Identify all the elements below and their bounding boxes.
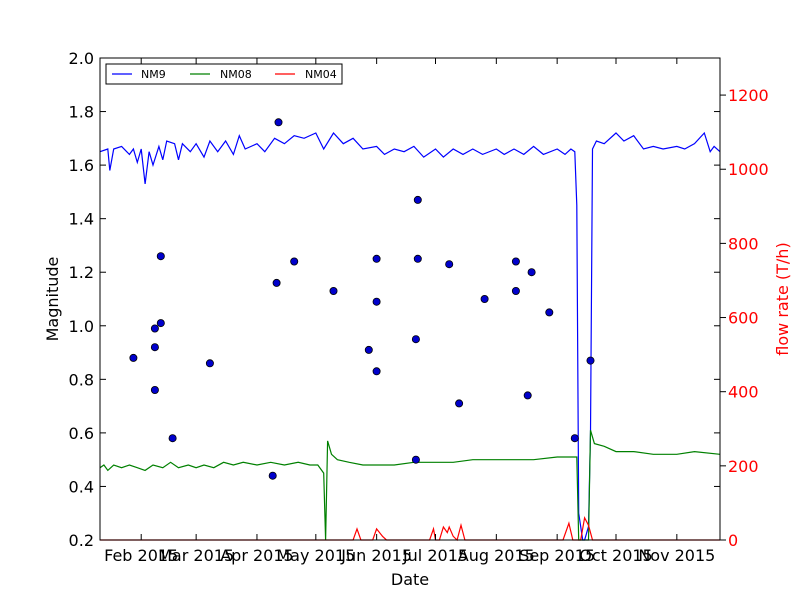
ticks-layer: 0.2 0.4 0.6 0.8 1.0 1.2 1.4 1.6 1.8 2.0 0 200 400 600… — [69, 49, 769, 565]
y-left-tick-label: 0.4 — [69, 477, 94, 496]
scatter-point — [511, 286, 520, 295]
y-right-tick-label: 0 — [728, 531, 738, 550]
scatter-point — [372, 254, 381, 263]
x-axis-label: Date — [391, 570, 429, 589]
x-tick-label: Feb 2015 — [104, 546, 178, 565]
y-right-tick-label: 800 — [728, 234, 759, 253]
scatter-point — [445, 260, 454, 269]
scatter-point — [168, 434, 177, 443]
series-line-nm9 — [99, 131, 721, 541]
y-right-tick-label: 1200 — [728, 86, 769, 105]
plot-frame — [99, 57, 721, 541]
scatter-point — [372, 297, 381, 306]
scatter-point — [411, 335, 420, 344]
scatter-point — [156, 252, 165, 261]
scatter-point — [290, 257, 299, 266]
scatter-point — [364, 345, 373, 354]
scatter-point — [570, 434, 579, 443]
y-left-tick-label: 0.2 — [69, 531, 94, 550]
y-left-tick-label: 0.8 — [69, 370, 94, 389]
scatter-point — [129, 353, 138, 362]
scatter-point — [586, 356, 595, 365]
y-right-tick-label: 600 — [728, 309, 759, 328]
scatter-point — [274, 118, 283, 127]
scatter-point — [523, 391, 532, 400]
y-left-tick-label: 1.8 — [69, 103, 94, 122]
y-right-tick-label: 200 — [728, 457, 759, 476]
x-tick-label: Aug 2015 — [458, 546, 535, 565]
scatter-point — [205, 359, 214, 368]
scatter-point — [268, 471, 277, 480]
scatter-point — [150, 385, 159, 394]
x-tick-label: Nov 2015 — [638, 546, 715, 565]
scatter-point — [272, 278, 281, 287]
y-left-tick-label: 0.6 — [69, 424, 94, 443]
legend-label-nm04: NM04 — [305, 68, 337, 81]
legend-label-nm08: NM08 — [220, 68, 252, 81]
scatter-point — [411, 455, 420, 464]
legend-label-nm9: NM9 — [141, 68, 166, 81]
y-right-tick-label: 400 — [728, 383, 759, 402]
scatter-point — [545, 308, 554, 317]
scatter-point — [455, 399, 464, 408]
scatter-point — [480, 294, 489, 303]
scatter-layer — [129, 118, 595, 480]
y-axis-right-label: flow rate (T/h) — [773, 242, 792, 355]
y-left-tick-label: 1.2 — [69, 263, 94, 282]
scatter-point — [527, 268, 536, 277]
x-tick-label: Jul 2015 — [402, 546, 468, 565]
scatter-point — [150, 343, 159, 352]
y-axis-left-label: Magnitude — [43, 257, 62, 342]
x-tick-label: Apr 2015 — [220, 546, 293, 565]
x-tick-label: Mar 2015 — [158, 546, 234, 565]
scatter-point — [413, 254, 422, 263]
y-left-tick-label: 1.6 — [69, 156, 94, 175]
y-right-tick-label: 1000 — [728, 160, 769, 179]
y-left-tick-label: 2.0 — [69, 49, 94, 68]
x-tick-label: Oct 2015 — [579, 546, 652, 565]
scatter-point — [156, 319, 165, 328]
y-left-tick-label: 1.0 — [69, 317, 94, 336]
scatter-point — [372, 367, 381, 376]
x-tick-label: Sep 2015 — [519, 546, 595, 565]
plot-background — [100, 58, 720, 540]
scatter-point — [511, 257, 520, 266]
scatter-point — [150, 324, 159, 333]
legend: NM9 NM08 NM04 — [105, 63, 343, 85]
scatter-point — [329, 286, 338, 295]
legend-box — [105, 63, 343, 85]
y-left-tick-label: 1.4 — [69, 210, 94, 229]
scatter-point — [413, 195, 422, 204]
x-tick-label: Jun 2015 — [340, 546, 412, 565]
x-tick-label: May 2015 — [276, 546, 355, 565]
